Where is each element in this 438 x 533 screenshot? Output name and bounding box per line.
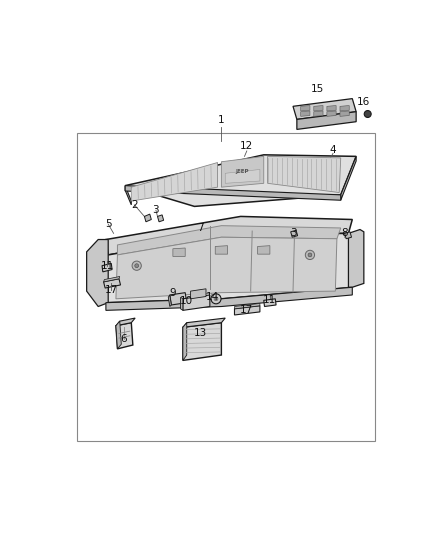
Text: 11: 11 [263,295,276,305]
Polygon shape [117,225,341,255]
Polygon shape [234,303,260,309]
Polygon shape [341,156,356,200]
Polygon shape [125,185,341,200]
Text: 17: 17 [240,305,254,316]
Polygon shape [125,185,131,205]
Polygon shape [183,295,210,310]
Polygon shape [116,321,121,349]
Circle shape [214,297,218,301]
Polygon shape [301,106,310,111]
Polygon shape [345,232,352,239]
Polygon shape [125,155,356,206]
Bar [77,133,375,441]
Polygon shape [183,322,221,360]
Polygon shape [340,111,349,116]
Polygon shape [103,277,120,282]
Polygon shape [293,99,356,119]
Polygon shape [106,216,352,255]
Polygon shape [291,230,298,237]
Polygon shape [314,111,323,116]
Circle shape [211,294,221,304]
Polygon shape [180,297,183,310]
Text: 13: 13 [194,328,207,338]
Polygon shape [264,299,276,306]
Text: 14: 14 [206,292,219,302]
Circle shape [308,253,312,257]
Polygon shape [314,106,323,111]
Text: 9: 9 [170,288,176,297]
Text: 3: 3 [152,205,159,215]
Polygon shape [221,156,264,187]
Text: 17: 17 [105,285,118,295]
Polygon shape [116,237,337,299]
Polygon shape [268,156,341,192]
Circle shape [132,261,141,270]
Polygon shape [103,279,120,288]
Polygon shape [102,263,112,272]
Polygon shape [258,246,270,254]
Polygon shape [183,318,225,327]
Polygon shape [158,215,164,222]
Text: 4: 4 [330,145,336,155]
Text: 16: 16 [357,98,371,108]
Polygon shape [106,287,352,310]
Text: 2: 2 [131,200,138,210]
Polygon shape [327,106,336,111]
Text: 6: 6 [120,334,127,344]
Text: 3: 3 [290,228,297,238]
Text: 12: 12 [240,141,254,151]
Polygon shape [191,289,206,299]
Polygon shape [349,230,364,287]
Polygon shape [168,295,171,306]
Circle shape [364,110,371,117]
Polygon shape [87,239,108,306]
Text: 7: 7 [197,223,204,233]
Polygon shape [225,169,260,183]
Polygon shape [116,318,135,326]
Text: 11: 11 [101,261,114,271]
Circle shape [135,264,138,268]
Text: 15: 15 [311,84,324,94]
Polygon shape [327,111,336,116]
Polygon shape [170,293,187,305]
Text: 5: 5 [105,219,112,229]
Polygon shape [301,111,310,116]
Polygon shape [173,248,185,256]
Text: JEEP: JEEP [236,169,249,174]
Polygon shape [340,106,349,111]
Polygon shape [234,306,260,315]
Polygon shape [106,233,352,303]
Polygon shape [131,163,218,201]
Circle shape [305,251,314,260]
Polygon shape [145,214,151,222]
Text: 1: 1 [218,115,225,125]
Polygon shape [215,246,228,254]
Text: 10: 10 [180,296,193,306]
Polygon shape [297,112,356,130]
Polygon shape [116,322,133,349]
Polygon shape [183,322,187,360]
Text: 8: 8 [341,228,348,238]
